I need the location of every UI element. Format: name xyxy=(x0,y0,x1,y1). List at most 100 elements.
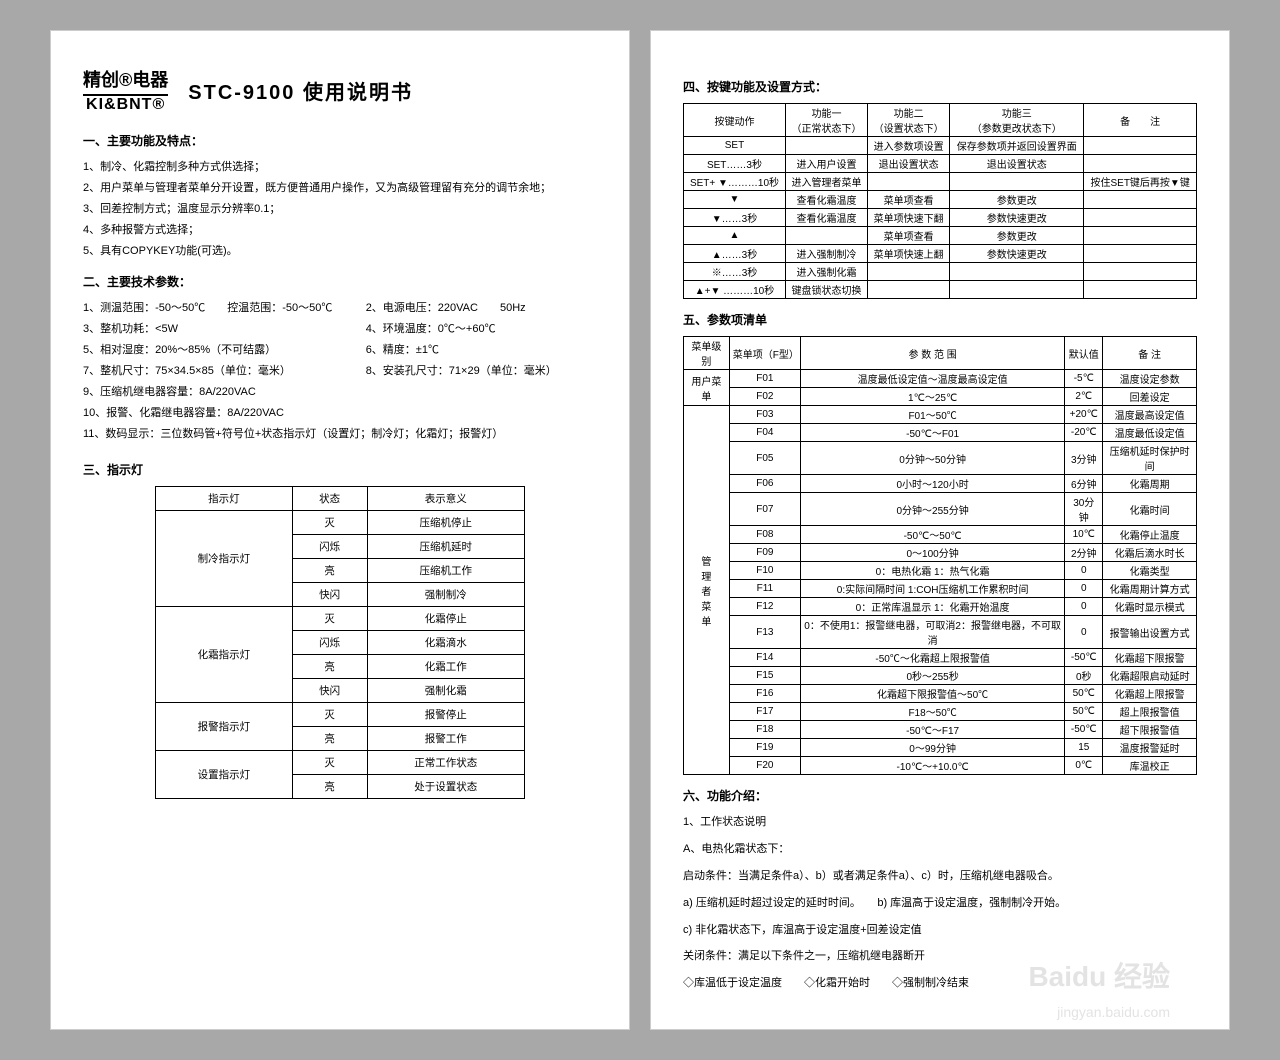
table-cell: F12 xyxy=(729,598,800,616)
table-cell: 化霜周期计算方式 xyxy=(1103,580,1197,598)
table-cell: F07 xyxy=(729,493,800,526)
desc-line: c) 非化霜状态下，库温高于设定温度+回差设定值 xyxy=(683,920,1197,941)
table-cell: SET……3秒 xyxy=(684,155,786,173)
table-cell: 0：不使用1：报警继电器，可取消2：报警继电器，不可取消 xyxy=(800,616,1064,649)
feature-item: 4、多种报警方式选择； xyxy=(83,220,597,241)
table-cell: 15 xyxy=(1065,739,1103,757)
desc-line: a) 压缩机延时超过设定的延时时间。 b) 库温高于设定温度，强制制冷开始。 xyxy=(683,893,1197,914)
table-cell: 0 xyxy=(1065,580,1103,598)
table-cell: 化霜超下限报警值～50℃ xyxy=(800,685,1064,703)
table-cell: 化霜停止温度 xyxy=(1103,526,1197,544)
spec-cell: 7、整机尺寸：75×34.5×85（单位：毫米） xyxy=(83,361,366,382)
table-cell: 进入管理者菜单 xyxy=(785,173,867,191)
feature-item: 3、回差控制方式；温度显示分辨率0.1； xyxy=(83,199,597,220)
spec-cell: 4、环境温度：0℃～+60℃ xyxy=(366,319,496,340)
table-cell: 进入强制制冷 xyxy=(785,245,867,263)
table-cell xyxy=(950,263,1084,281)
table-cell: 灭 xyxy=(292,606,367,630)
brand-line2: KI&BNT® xyxy=(86,96,165,114)
table-cell: 化霜滴水 xyxy=(367,630,524,654)
table-cell: 报警停止 xyxy=(367,702,524,726)
table-cell: 超下限报警值 xyxy=(1103,721,1197,739)
table-cell: 0分钟～255分钟 xyxy=(800,493,1064,526)
sec1-heading: 一、主要功能及特点： xyxy=(83,132,597,149)
table-cell xyxy=(1084,209,1197,227)
table-cell: 压缩机工作 xyxy=(367,558,524,582)
table-cell xyxy=(868,281,950,299)
feature-item: 2、用户菜单与管理者菜单分开设置，既方便普通用户操作，又为高级管理留有充分的调节… xyxy=(83,178,597,199)
desc-line: A、电热化霜状态下： xyxy=(683,839,1197,860)
table-cell: 菜单项查看 xyxy=(868,191,950,209)
table-cell: F02 xyxy=(729,388,800,406)
table-cell: 按住SET键后再按▼键 xyxy=(1084,173,1197,191)
sec3-heading: 三、指示灯 xyxy=(83,461,597,478)
table-cell: 温度最低设定值～温度最高设定值 xyxy=(800,370,1064,388)
table-cell: 回差设定 xyxy=(1103,388,1197,406)
table-cell: ▼……3秒 xyxy=(684,209,786,227)
table-cell: SET xyxy=(684,137,786,155)
table-cell: 进入参数项设置 xyxy=(868,137,950,155)
table-cell: F17 xyxy=(729,703,800,721)
table-cell xyxy=(950,281,1084,299)
spec-row: 11、数码显示：三位数码管+符号位+状态指示灯（设置灯；制冷灯；化霜灯；报警灯） xyxy=(83,424,597,445)
spec-cell: 2、电源电压：220VAC 50Hz xyxy=(366,298,526,319)
feature-item: 5、具有COPYKEY功能(可选)。 xyxy=(83,241,597,262)
indicator-name: 设置指示灯 xyxy=(155,750,292,798)
sec5-heading: 五、参数项清单 xyxy=(683,311,1197,328)
table-cell: ▲……3秒 xyxy=(684,245,786,263)
sec4-heading: 四、按键功能及设置方式： xyxy=(683,78,1197,95)
indicator-name: 报警指示灯 xyxy=(155,702,292,750)
table-cell xyxy=(1084,137,1197,155)
table-cell: 1℃～25℃ xyxy=(800,388,1064,406)
table-cell: 压缩机延时保护时间 xyxy=(1103,442,1197,475)
param-table: 菜单级别菜单项（F型）参 数 范 围默认值备 注用户菜单F01温度最低设定值～温… xyxy=(683,336,1197,775)
table-cell: 闪烁 xyxy=(292,534,367,558)
table-cell: -10℃～+10.0℃ xyxy=(800,757,1064,775)
table-header: 菜单级别 xyxy=(684,337,730,370)
table-cell: ▼ xyxy=(684,191,786,209)
table-cell: 0:实际间隔时间 1:COH压缩机工作累积时间 xyxy=(800,580,1064,598)
table-cell: F11 xyxy=(729,580,800,598)
table-cell: 亮 xyxy=(292,558,367,582)
table-cell: F19 xyxy=(729,739,800,757)
table-cell: 化霜周期 xyxy=(1103,475,1197,493)
table-cell: F05 xyxy=(729,442,800,475)
table-cell: 灭 xyxy=(292,510,367,534)
table-cell xyxy=(1084,263,1197,281)
table-cell: 处于设置状态 xyxy=(367,774,524,798)
table-cell: -50℃～F17 xyxy=(800,721,1064,739)
table-header: 指示灯 xyxy=(155,486,292,510)
table-cell: 亮 xyxy=(292,654,367,678)
indicator-name: 化霜指示灯 xyxy=(155,606,292,702)
sec2-heading: 二、主要技术参数： xyxy=(83,273,597,290)
page-left: 精创®电器 KI&BNT® STC-9100 使用说明书 一、主要功能及特点： … xyxy=(50,30,630,1030)
table-header: 默认值 xyxy=(1065,337,1103,370)
spec-cell: 1、测温范围：-50～50℃ 控温范围：-50～50℃ xyxy=(83,298,366,319)
table-cell: 化霜超限启动延时 xyxy=(1103,667,1197,685)
table-cell: F18～50℃ xyxy=(800,703,1064,721)
table-cell: -5℃ xyxy=(1065,370,1103,388)
table-cell: 0 xyxy=(1065,616,1103,649)
table-cell xyxy=(785,227,867,245)
spec-row: 10、报警、化霜继电器容量：8A/220VAC xyxy=(83,403,597,424)
table-cell: F13 xyxy=(729,616,800,649)
table-cell: 参数快速更改 xyxy=(950,245,1084,263)
brand-logo: 精创®电器 KI&BNT® xyxy=(83,66,168,114)
table-cell: -50℃～50℃ xyxy=(800,526,1064,544)
table-cell: 灭 xyxy=(292,702,367,726)
table-cell: 2℃ xyxy=(1065,388,1103,406)
indicator-table: 指示灯状态表示意义制冷指示灯灭压缩机停止闪烁压缩机延时亮压缩机工作快闪强制制冷化… xyxy=(155,486,525,799)
table-cell: 参数快速更改 xyxy=(950,209,1084,227)
table-cell: 菜单项快速下翻 xyxy=(868,209,950,227)
table-cell: 温度报警延时 xyxy=(1103,739,1197,757)
table-cell: 查看化霜温度 xyxy=(785,191,867,209)
table-cell: 快闪 xyxy=(292,582,367,606)
spec-cell: 8、安装孔尺寸：71×29（单位：毫米） xyxy=(366,361,557,382)
key-table: 按键动作功能一（正常状态下）功能二（设置状态下）功能三（参数更改状态下）备 注S… xyxy=(683,103,1197,299)
table-cell: 0～100分钟 xyxy=(800,544,1064,562)
table-cell: F01 xyxy=(729,370,800,388)
table-cell: 50℃ xyxy=(1065,685,1103,703)
table-header: 功能二（设置状态下） xyxy=(868,104,950,137)
table-cell: -20℃ xyxy=(1065,424,1103,442)
table-cell: 菜单项查看 xyxy=(868,227,950,245)
